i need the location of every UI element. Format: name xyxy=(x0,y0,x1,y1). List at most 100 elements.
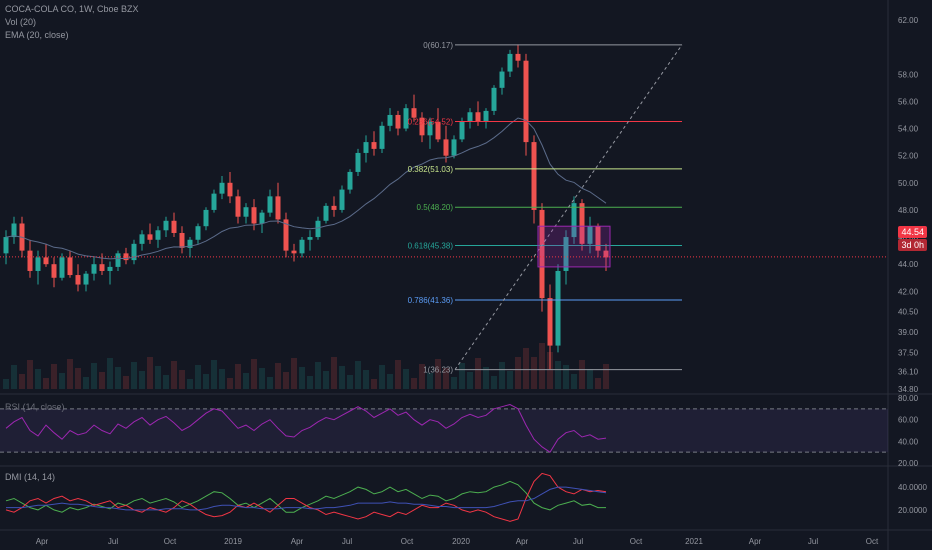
candle-body xyxy=(363,142,369,153)
candle-body xyxy=(403,108,409,129)
rsi-band xyxy=(0,408,888,453)
volume-bar xyxy=(235,364,241,389)
volume-bar xyxy=(499,362,505,389)
time-tick-label: Oct xyxy=(401,537,414,546)
candle-body xyxy=(283,219,289,251)
price-tick-label: 37.50 xyxy=(898,348,919,357)
symbol-title: COCA-COLA CO, 1W, Cboe BZX xyxy=(5,4,139,14)
volume-bar xyxy=(99,372,105,389)
volume-bar xyxy=(67,359,73,389)
volume-bar xyxy=(283,372,289,389)
candle-body xyxy=(267,196,273,213)
candle-body xyxy=(419,117,425,136)
candle-body xyxy=(315,220,321,238)
volume-bar xyxy=(91,363,97,389)
candle-body xyxy=(339,189,345,210)
candle-body xyxy=(331,205,337,210)
price-tick-label: 52.00 xyxy=(898,152,919,161)
volume-bar xyxy=(43,378,49,389)
candle-body xyxy=(531,142,537,210)
rsi-legend: RSI (14, close) xyxy=(5,402,65,412)
candle-body xyxy=(427,121,433,136)
volume-bar xyxy=(387,374,393,389)
volume-bar xyxy=(547,352,553,389)
fib-level-label: 0.786(41.36) xyxy=(408,296,454,305)
volume-bar xyxy=(355,361,361,389)
candle-body xyxy=(347,171,353,190)
volume-bar xyxy=(347,375,353,389)
candle-body xyxy=(387,114,393,126)
price-tick-label: 44.00 xyxy=(898,260,919,269)
time-tick-label: Jul xyxy=(342,537,352,546)
candle-body xyxy=(219,182,225,194)
candle-body xyxy=(179,232,185,248)
time-tick-label: Apr xyxy=(749,537,762,546)
volume-bar xyxy=(395,360,401,389)
candle-body xyxy=(603,250,609,258)
rsi-line xyxy=(5,403,607,453)
candle-body xyxy=(35,257,41,271)
candle-body xyxy=(459,121,465,140)
price-tick-label: 36.10 xyxy=(898,367,919,376)
candle-body xyxy=(147,234,153,240)
volume-bar xyxy=(531,357,537,389)
candle-body xyxy=(259,212,265,224)
candle-body xyxy=(483,110,489,122)
candle-body xyxy=(563,237,569,271)
volume-bar xyxy=(603,364,609,389)
candle-body xyxy=(411,108,417,118)
adx-line xyxy=(6,486,607,511)
candle-body xyxy=(547,298,553,346)
volume-bar xyxy=(131,362,137,389)
volume-bar xyxy=(555,361,561,389)
fib-retracement: 0(60.17) 0.236(54.52) 0.382(51.03) 0.5(48.2… xyxy=(408,41,683,375)
time-tick-label: Oct xyxy=(630,537,643,546)
vol-legend: Vol (20) xyxy=(5,17,37,27)
volume-bar xyxy=(155,366,161,389)
candle-body xyxy=(11,223,17,238)
volume-bar xyxy=(3,379,9,389)
candle-body xyxy=(491,87,497,111)
volume-bar xyxy=(579,360,585,389)
volume-bar xyxy=(35,369,41,389)
dmi-minus-line xyxy=(5,472,607,522)
candle-body xyxy=(211,193,217,210)
time-tick-label: Oct xyxy=(164,537,177,546)
volume-group xyxy=(3,343,609,389)
fib-level-label: 0(60.17) xyxy=(423,41,453,50)
volume-bar xyxy=(299,367,305,389)
volume-bar xyxy=(267,377,273,389)
candle-body xyxy=(155,230,161,240)
volume-bar xyxy=(371,379,377,389)
volume-bar xyxy=(539,343,545,389)
price-tick-label: 39.00 xyxy=(898,328,919,337)
candle-body xyxy=(523,60,529,143)
time-tick-label: Apr xyxy=(516,537,529,546)
candle-body xyxy=(587,226,593,244)
candle-body xyxy=(571,203,577,238)
volume-bar xyxy=(203,374,209,389)
dmi-plus-line xyxy=(5,480,606,513)
candle-body xyxy=(507,53,513,72)
volume-bar xyxy=(483,367,489,389)
candle-body xyxy=(115,253,121,267)
candle-body xyxy=(75,275,81,285)
volume-bar xyxy=(147,357,153,389)
volume-bar xyxy=(163,375,169,389)
candle-body xyxy=(451,139,457,156)
dmi-tick-label: 40.0000 xyxy=(898,483,927,492)
volume-bar xyxy=(227,378,233,389)
candle-body xyxy=(107,266,113,271)
candle-body xyxy=(275,196,281,220)
time-tick-label: Apr xyxy=(36,537,49,546)
volume-bar xyxy=(195,365,201,389)
volume-bar xyxy=(19,374,25,389)
volume-bar xyxy=(419,364,425,389)
candle-body xyxy=(579,203,585,244)
candle-body xyxy=(515,53,521,61)
price-tick-label: 50.00 xyxy=(898,179,919,188)
volume-bar xyxy=(443,368,449,389)
volume-bar xyxy=(251,359,257,389)
volume-bar xyxy=(211,360,217,389)
